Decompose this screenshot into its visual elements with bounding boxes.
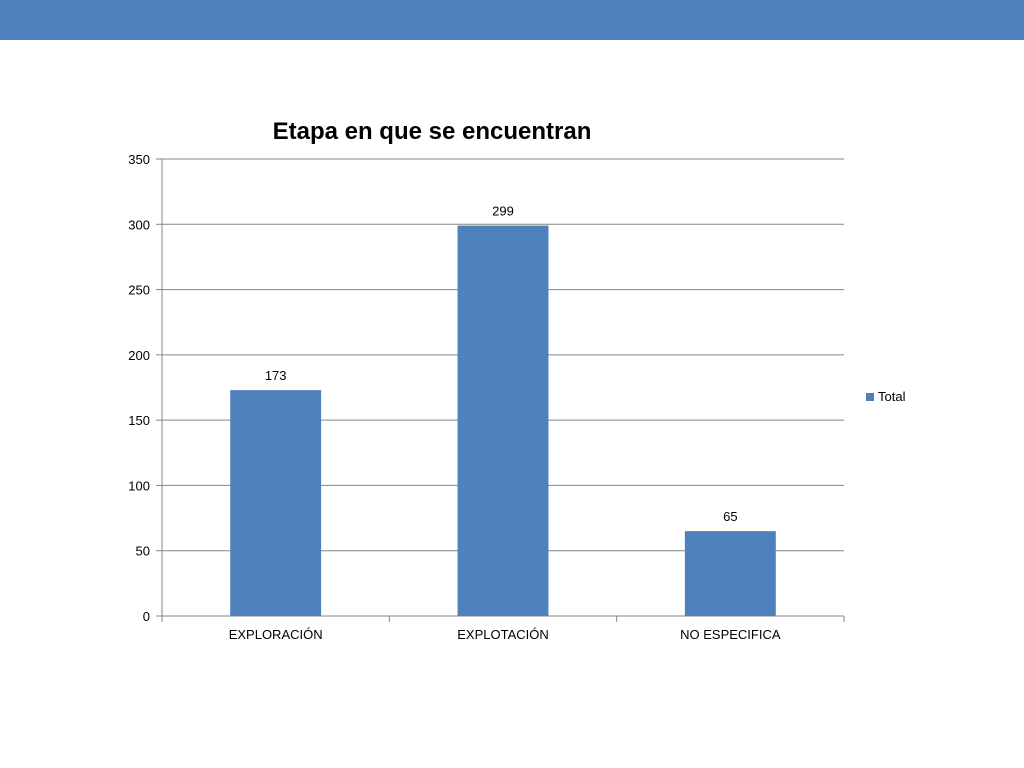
bar-1: [457, 225, 549, 616]
data-label-2: 65: [723, 509, 737, 524]
y-tick-label-0: 0: [143, 609, 150, 624]
y-tick-label-350: 350: [128, 152, 150, 167]
x-tick-label-1: EXPLOTACIÓN: [457, 627, 549, 642]
y-tick-label-50: 50: [136, 544, 150, 559]
data-label-1: 299: [492, 204, 514, 219]
header-bar: [0, 0, 1024, 40]
data-label-0: 173: [265, 368, 287, 383]
y-tick-label-250: 250: [128, 283, 150, 298]
bar-0: [230, 390, 322, 616]
y-tick-label-200: 200: [128, 348, 150, 363]
x-tick-label-0: EXPLORACIÓN: [229, 627, 323, 642]
legend-swatch-total: [866, 392, 874, 401]
chart-title: Etapa en que se encuentran: [272, 118, 592, 145]
legend-label-total: Total: [878, 389, 906, 404]
x-tick-label-2: NO ESPECIFICA: [680, 627, 781, 642]
y-tick-label-150: 150: [128, 413, 150, 428]
y-tick-label-100: 100: [128, 478, 150, 493]
legend: Total: [866, 389, 905, 404]
y-tick-label-300: 300: [128, 217, 150, 232]
bar-2: [684, 531, 776, 616]
